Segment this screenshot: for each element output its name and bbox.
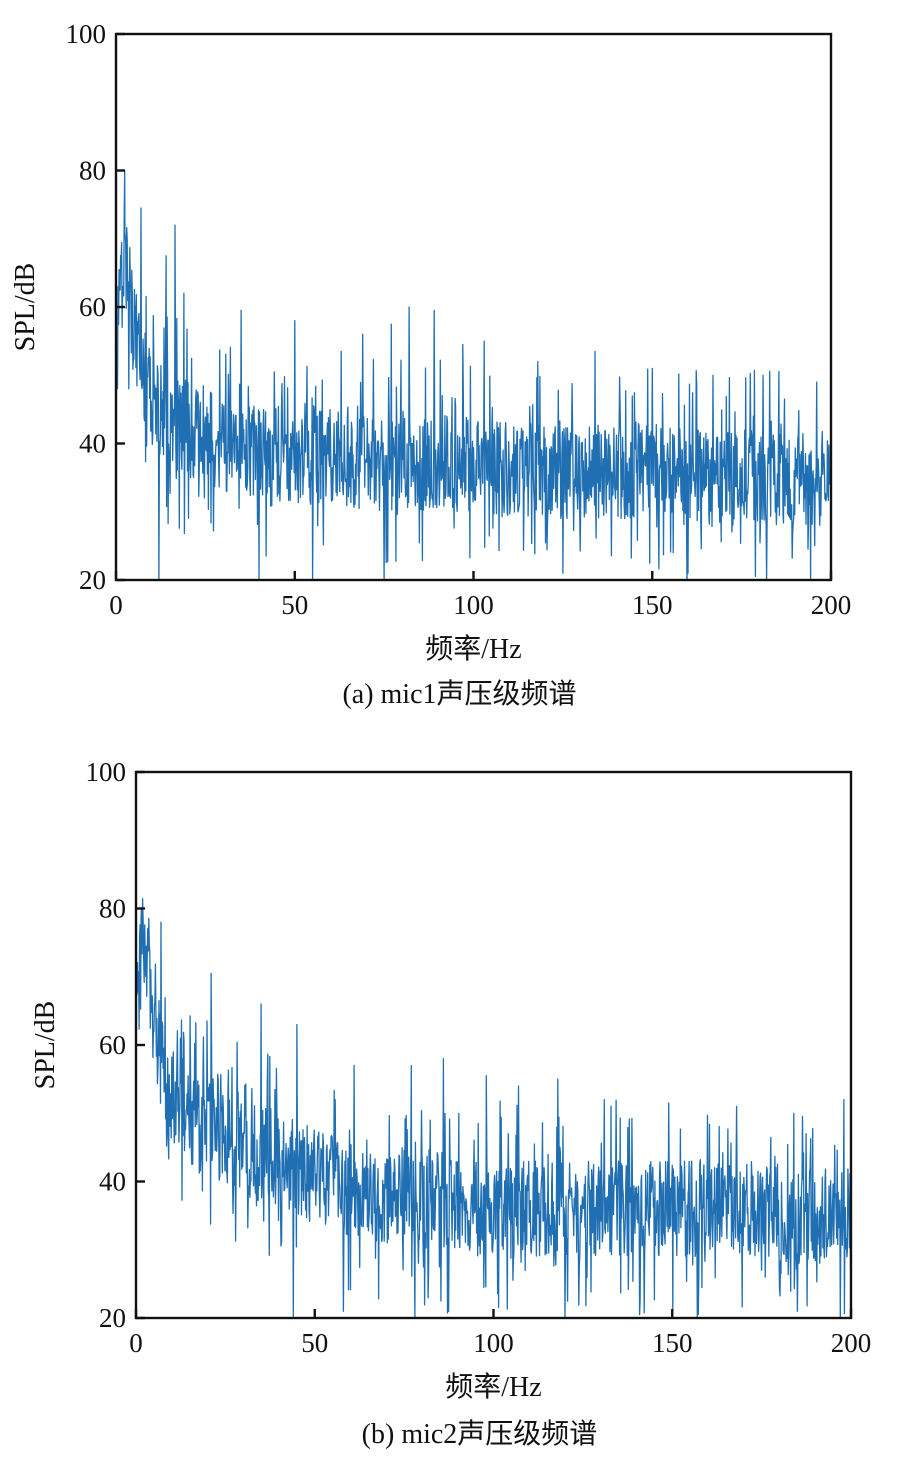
y-tick-label: 60	[99, 1030, 126, 1060]
chart-caption: (b) mic2声压级频谱	[362, 1418, 598, 1450]
x-axis-label: 频率/Hz	[425, 633, 521, 665]
x-tick-label: 200	[811, 590, 852, 620]
y-tick-label: 60	[79, 292, 106, 322]
spectrum-line	[136, 897, 851, 1318]
chart-panel-b: 0 50 100 150 200 20 40 60 80 100 频率/Hz SPL/dB (b) mi…	[30, 757, 871, 1450]
y-tick-label: 100	[66, 19, 107, 49]
y-tick-label: 40	[99, 1167, 126, 1197]
y-tick-label: 100	[86, 757, 127, 787]
x-tick-label: 0	[109, 590, 123, 620]
x-tick-label: 50	[281, 590, 308, 620]
x-tick-label: 100	[453, 590, 494, 620]
spectrum-line	[116, 170, 831, 580]
chart-panel-a: 0 50 100 150 200 20 40 60 80 100 频率/Hz SPL/dB (a) mi…	[10, 19, 851, 710]
y-tick-label: 20	[79, 565, 106, 595]
y-tick-label: 80	[79, 156, 106, 186]
x-tick-label: 100	[473, 1328, 514, 1358]
y-axis-label: SPL/dB	[10, 263, 41, 352]
y-tick-label: 20	[99, 1303, 126, 1333]
x-tick-label: 200	[831, 1328, 872, 1358]
x-tick-label: 0	[129, 1328, 143, 1358]
x-tick-label: 50	[301, 1328, 328, 1358]
x-tick-label: 150	[652, 1328, 693, 1358]
chart-caption: (a) mic1声压级频谱	[342, 678, 576, 710]
x-tick-label: 150	[632, 590, 673, 620]
y-tick-label: 80	[99, 894, 126, 924]
y-tick-label: 40	[79, 429, 106, 459]
y-axis-label: SPL/dB	[30, 1001, 61, 1090]
x-axis-label: 频率/Hz	[445, 1371, 541, 1403]
